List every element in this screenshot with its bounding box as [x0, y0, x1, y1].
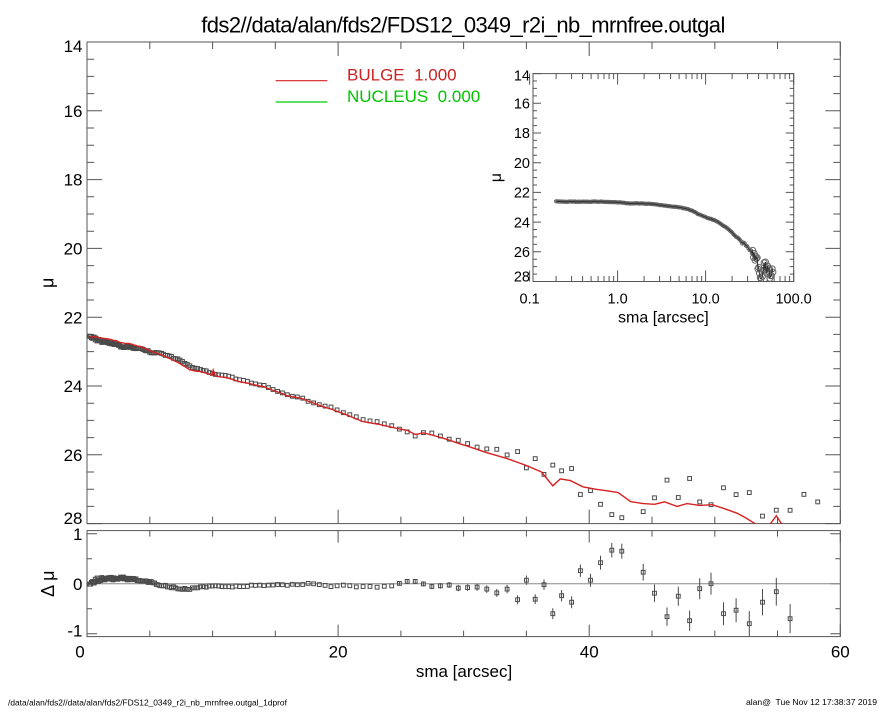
svg-text:BULGE 1.000: BULGE 1.000	[347, 66, 457, 85]
svg-text:16: 16	[514, 97, 530, 113]
svg-text:20: 20	[329, 643, 348, 662]
svg-text:μ: μ	[38, 278, 58, 288]
svg-text:sma [arcsec]: sma [arcsec]	[618, 310, 709, 327]
svg-text:fds2//data/alan/fds2/FDS12_034: fds2//data/alan/fds2/FDS12_0349_r2i_nb_m…	[201, 13, 724, 38]
svg-text:μ: μ	[488, 173, 505, 182]
svg-text:Δ μ: Δ μ	[38, 570, 58, 596]
svg-text:14: 14	[514, 69, 530, 85]
svg-text:20: 20	[64, 240, 83, 259]
svg-text:24: 24	[514, 215, 530, 231]
svg-text:100.0: 100.0	[775, 291, 811, 307]
svg-text:0.1: 0.1	[520, 291, 540, 307]
svg-text:alan@ Tue Nov 12 17:38:37 201: alan@ Tue Nov 12 17:38:37 2019	[746, 697, 877, 707]
svg-text:28: 28	[64, 509, 83, 528]
svg-text:22: 22	[514, 186, 530, 202]
svg-text:0: 0	[75, 643, 84, 662]
svg-text:/data/alan/fds2//data/alan/fds: /data/alan/fds2//data/alan/fds2/FDS12_03…	[8, 698, 288, 708]
svg-text:60: 60	[831, 643, 850, 662]
svg-text:NUCLEUS 0.000: NUCLEUS 0.000	[347, 87, 480, 106]
svg-text:40: 40	[580, 643, 599, 662]
svg-text:28: 28	[514, 270, 530, 286]
svg-text:16: 16	[64, 102, 83, 121]
svg-text:26: 26	[514, 245, 530, 261]
svg-text:14: 14	[64, 37, 83, 56]
svg-text:24: 24	[64, 377, 83, 396]
svg-text:22: 22	[64, 308, 83, 327]
svg-text:sma [arcsec]: sma [arcsec]	[416, 662, 512, 681]
svg-text:26: 26	[64, 446, 83, 465]
svg-text:18: 18	[64, 171, 83, 190]
svg-text:18: 18	[514, 126, 530, 142]
svg-text:1.0: 1.0	[608, 291, 628, 307]
svg-text:1: 1	[73, 525, 82, 544]
svg-text:0: 0	[73, 575, 82, 594]
svg-text:-1: -1	[67, 622, 82, 641]
svg-text:10.0: 10.0	[691, 291, 719, 307]
svg-text:20: 20	[514, 156, 530, 172]
